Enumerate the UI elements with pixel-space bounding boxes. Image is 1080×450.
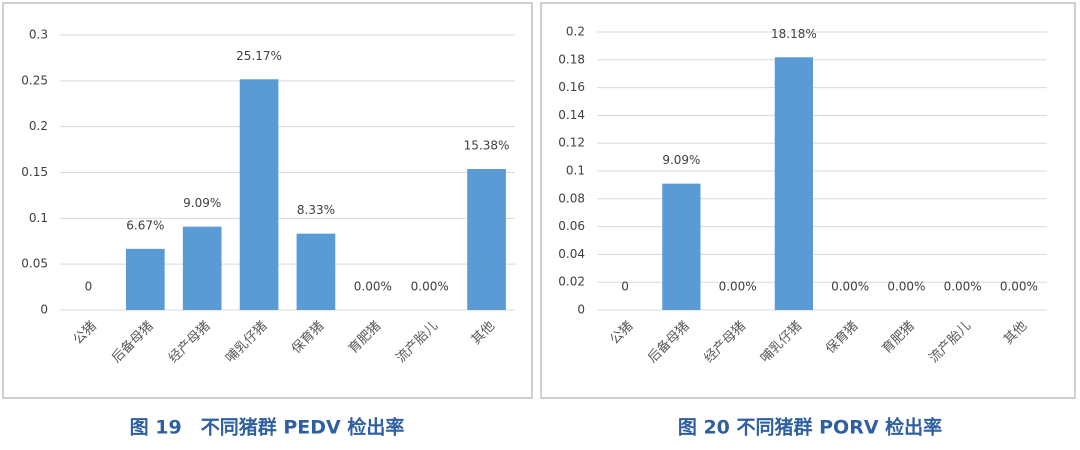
y-tick-label: 0.15: [21, 165, 48, 179]
data-label: 0.00%: [719, 280, 757, 294]
x-tick-label: 经产母猪: [166, 319, 213, 366]
y-tick-label: 0.2: [29, 119, 48, 133]
x-tick-label: 其他: [469, 319, 498, 348]
y-tick-label: 0.25: [21, 73, 48, 87]
bar: [239, 79, 279, 311]
x-tick-label: 公猪: [71, 319, 100, 348]
data-label: 0.00%: [887, 280, 925, 294]
data-label: 0: [85, 280, 93, 294]
data-label: 9.09%: [662, 153, 700, 167]
chart-caption: 图 20 不同猪群 PORV 检出率: [678, 416, 942, 439]
x-tick-label: 哺乳仔猪: [223, 319, 270, 366]
y-tick-label: 0.05: [21, 257, 48, 271]
data-label: 8.33%: [297, 203, 335, 217]
y-tick-label: 0.12: [558, 136, 585, 150]
x-tick-label: 其他: [1001, 319, 1030, 348]
data-label: 0.00%: [831, 280, 869, 294]
y-tick-label: 0.16: [558, 80, 585, 94]
x-tick-label: 哺乳仔猪: [758, 319, 805, 366]
x-tick-label: 公猪: [607, 319, 636, 348]
y-tick-label: 0.18: [558, 52, 585, 66]
x-tick-label: 经产母猪: [702, 319, 749, 366]
data-label: 6.67%: [126, 218, 164, 232]
data-label: 9.09%: [183, 196, 221, 210]
y-tick-label: 0: [577, 303, 585, 317]
x-tick-label: 育肥猪: [345, 318, 384, 357]
x-tick-label: 保育猪: [823, 318, 862, 357]
chart-frame: [2, 2, 533, 399]
y-tick-label: 0.14: [558, 108, 585, 122]
bar: [467, 169, 506, 310]
data-label: 25.17%: [236, 49, 282, 63]
y-tick-label: 0.06: [558, 219, 585, 233]
bar: [182, 226, 222, 310]
x-tick-label: 流产胎儿: [394, 319, 441, 366]
y-tick-label: 0.2: [566, 25, 585, 39]
bar: [662, 183, 701, 310]
y-tick-label: 0: [40, 303, 48, 317]
x-tick-label: 育肥猪: [879, 318, 918, 357]
bar: [296, 233, 336, 310]
bar: [774, 57, 813, 310]
y-tick-label: 0.1: [566, 164, 585, 178]
data-label: 0.00%: [354, 280, 392, 294]
x-tick-label: 后备母猪: [109, 318, 157, 366]
x-tick-label: 后备母猪: [645, 318, 693, 366]
chart-frame: [540, 2, 1076, 399]
data-label: 0.00%: [411, 280, 449, 294]
y-tick-label: 0.1: [29, 211, 48, 225]
data-label: 18.18%: [771, 27, 817, 41]
chart-caption: 图 19 不同猪群 PEDV 检出率: [130, 416, 405, 439]
y-tick-label: 0.02: [558, 275, 585, 289]
data-label: 0.00%: [1000, 280, 1038, 294]
y-tick-label: 0.08: [558, 191, 585, 205]
x-tick-label: 保育猪: [288, 318, 327, 357]
data-label: 15.38%: [464, 139, 510, 153]
data-label: 0: [621, 280, 629, 294]
data-label: 0.00%: [944, 280, 982, 294]
y-tick-label: 0.04: [558, 247, 585, 261]
x-tick-label: 流产胎儿: [927, 319, 974, 366]
y-tick-label: 0.3: [29, 28, 48, 42]
bar: [125, 248, 165, 310]
